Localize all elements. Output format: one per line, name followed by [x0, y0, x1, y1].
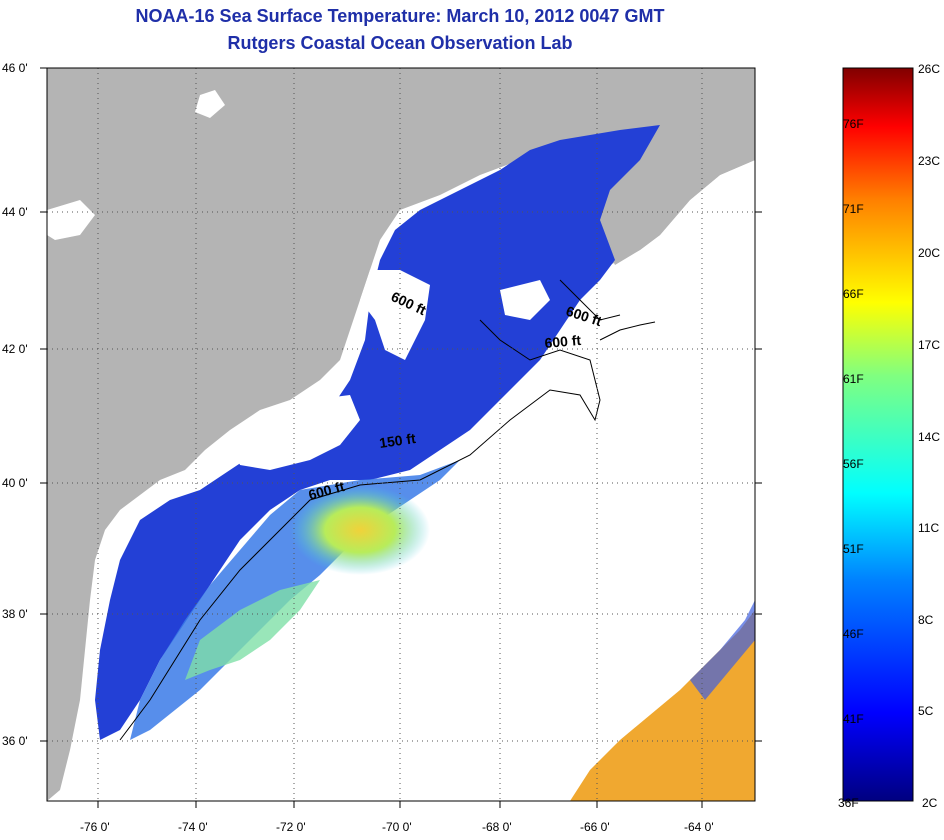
lat-label: 44 0' [2, 205, 28, 219]
colorbar-c-label: 8C [918, 613, 934, 627]
colorbar-f-label: 61F [843, 372, 864, 386]
contour-line [599, 321, 656, 341]
cloud-patch [47, 200, 95, 240]
colorbar [842, 67, 914, 802]
ticks [40, 67, 762, 808]
lat-label: 40 0' [2, 476, 28, 490]
lon-label: -70 0' [382, 820, 412, 834]
lon-label: -64 0' [684, 820, 714, 834]
sst-gulf-stream [570, 610, 755, 801]
colorbar-f-label: 66F [843, 287, 864, 301]
lon-label: -74 0' [178, 820, 208, 834]
colorbar-c-label: 11C [918, 521, 940, 535]
sst-gulf-stream-edge [690, 600, 755, 700]
sst-cold-water [95, 125, 660, 740]
sst-warm-band [185, 580, 320, 680]
sst-warm-eddy [290, 485, 430, 575]
lat-label: 38 0' [2, 607, 28, 621]
colorbar-c-label: 5C [918, 704, 934, 718]
colorbar-f-label: 41F [843, 712, 864, 726]
contour-label: 150 ft [378, 430, 417, 451]
cloud-patch [360, 270, 430, 360]
contour-line [119, 319, 601, 741]
contour-line [559, 279, 621, 321]
colorbar-f-label: 56F [843, 457, 864, 471]
lat-label: 46 0' [2, 61, 28, 75]
lat-label: 36 0' [2, 734, 28, 748]
sst-shelf-band [130, 460, 460, 740]
lon-label: -68 0' [482, 820, 512, 834]
cloud-patch [195, 90, 225, 118]
cloud-patch [500, 280, 550, 320]
grid [47, 68, 755, 801]
lon-label: -72 0' [276, 820, 306, 834]
colorbar-f-label: 51F [843, 542, 864, 556]
map-subtitle: Rutgers Coastal Ocean Observation Lab [227, 33, 573, 53]
colorbar-c-label: 2C [922, 796, 938, 810]
colorbar-c-label: 14C [918, 430, 941, 444]
lon-label: -76 0' [80, 820, 110, 834]
colorbar-c-label: 20C [918, 246, 941, 260]
colorbar-f-label: 36F [838, 796, 859, 810]
colorbar-c-label: 23C [918, 154, 941, 168]
colorbar-f-label: 46F [843, 627, 864, 641]
map-border [46, 67, 756, 802]
lon-label: -66 0' [580, 820, 610, 834]
contour-label: 600 ft [544, 332, 582, 351]
lat-label: 42 0' [2, 342, 28, 356]
cloud-patch [230, 395, 360, 470]
land-mass [47, 68, 755, 801]
colorbar-f-label: 76F [843, 117, 864, 131]
colorbar-f-label: 71F [843, 202, 864, 216]
map-title: NOAA-16 Sea Surface Temperature: March 1… [135, 6, 665, 26]
colorbar-c-label: 26C [918, 62, 941, 76]
colorbar-c-label: 17C [918, 338, 941, 352]
